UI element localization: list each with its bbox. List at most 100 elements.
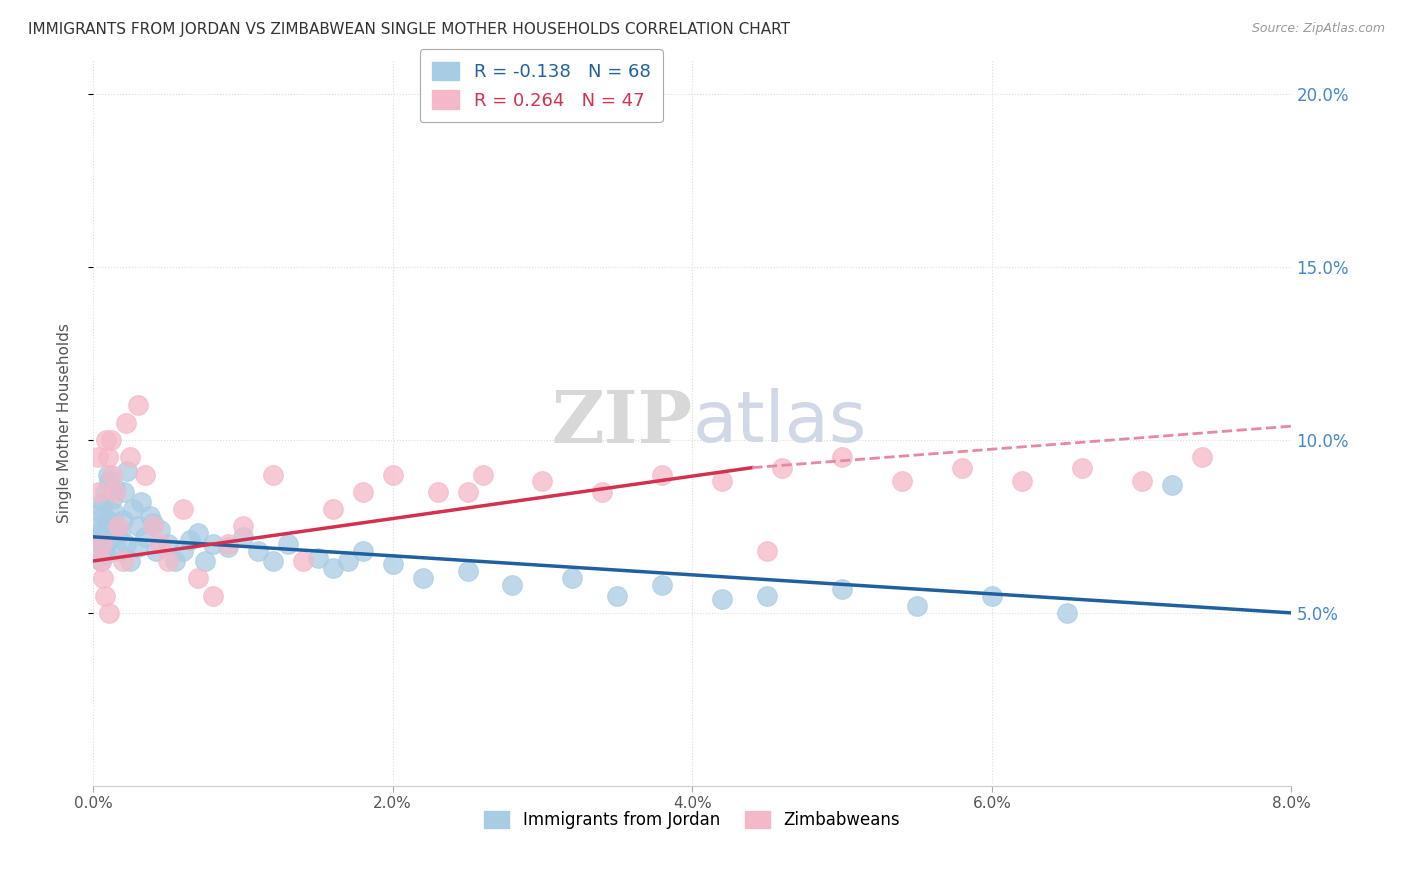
Legend: R = -0.138   N = 68, R = 0.264   N = 47: R = -0.138 N = 68, R = 0.264 N = 47 (419, 49, 664, 122)
Point (149, 537, 172, 551)
Point (201, 589, 224, 603)
Point (381, 467, 404, 482)
Text: Source: ZipAtlas.com: Source: ZipAtlas.com (1251, 22, 1385, 36)
Point (111, 554, 134, 568)
Point (91, 502, 114, 516)
Text: IMMIGRANTS FROM JORDAN VS ZIMBABWEAN SINGLE MOTHER HOUSEHOLDS CORRELATION CHART: IMMIGRANTS FROM JORDAN VS ZIMBABWEAN SIN… (28, 22, 790, 37)
Point (232, 530, 254, 544)
Point (89, 554, 111, 568)
Point (756, 589, 779, 603)
Point (891, 475, 914, 489)
Point (127, 398, 149, 412)
Point (322, 561, 344, 575)
Point (98, 533, 121, 548)
Point (120, 554, 142, 568)
Point (1056, 606, 1078, 620)
Point (139, 509, 162, 524)
Point (336, 554, 359, 568)
Point (770, 460, 793, 475)
Y-axis label: Single Mother Households: Single Mother Households (58, 323, 72, 523)
Point (156, 537, 179, 551)
Point (96, 547, 118, 561)
Point (262, 467, 284, 482)
Point (194, 554, 217, 568)
Point (134, 530, 156, 544)
Point (531, 475, 554, 489)
Point (101, 467, 124, 482)
Point (97, 450, 120, 465)
Point (93, 571, 115, 585)
Point (86, 450, 108, 465)
Point (89, 537, 111, 551)
Point (1191, 450, 1213, 465)
Point (115, 416, 138, 430)
Point (122, 502, 145, 516)
Point (426, 484, 449, 499)
Point (98, 606, 121, 620)
Point (93, 509, 115, 524)
Point (1130, 475, 1153, 489)
Point (145, 543, 167, 558)
Point (217, 537, 239, 551)
Point (103, 506, 125, 520)
Point (120, 450, 142, 465)
Text: atlas: atlas (692, 388, 866, 458)
Point (86, 543, 108, 558)
Point (111, 512, 134, 526)
Point (104, 482, 127, 496)
Point (561, 571, 583, 585)
Point (1160, 478, 1182, 492)
Point (651, 578, 673, 592)
Point (97, 467, 120, 482)
Point (94, 540, 117, 554)
Point (307, 550, 329, 565)
Point (101, 491, 124, 506)
Point (291, 554, 314, 568)
Point (381, 558, 404, 572)
Point (94, 484, 117, 499)
Point (831, 450, 853, 465)
Point (1011, 475, 1033, 489)
Point (127, 519, 149, 533)
Point (201, 537, 224, 551)
Point (471, 467, 494, 482)
Point (711, 475, 734, 489)
Point (114, 484, 136, 499)
Point (86, 530, 108, 544)
Point (107, 543, 129, 558)
Point (322, 502, 344, 516)
Point (262, 554, 284, 568)
Point (87, 484, 110, 499)
Point (950, 460, 973, 475)
Point (94, 589, 117, 603)
Point (97, 512, 120, 526)
Point (352, 484, 374, 499)
Point (129, 495, 152, 509)
Legend: Immigrants from Jordan, Zimbabweans: Immigrants from Jordan, Zimbabweans (478, 804, 907, 836)
Point (246, 543, 269, 558)
Point (352, 543, 374, 558)
Point (127, 540, 149, 554)
Point (105, 523, 128, 537)
Point (172, 502, 194, 516)
Point (217, 540, 239, 554)
Point (107, 519, 129, 533)
Point (165, 554, 187, 568)
Point (89, 554, 111, 568)
Point (651, 467, 673, 482)
Point (179, 533, 201, 548)
Point (232, 519, 254, 533)
Point (108, 526, 131, 541)
Point (100, 516, 122, 530)
Point (156, 554, 179, 568)
Point (149, 523, 172, 537)
Point (115, 537, 138, 551)
Point (756, 543, 779, 558)
Point (187, 526, 209, 541)
Point (711, 592, 734, 607)
Point (457, 484, 479, 499)
Point (100, 433, 122, 447)
Point (831, 582, 853, 596)
Point (93, 495, 115, 509)
Point (96, 433, 118, 447)
